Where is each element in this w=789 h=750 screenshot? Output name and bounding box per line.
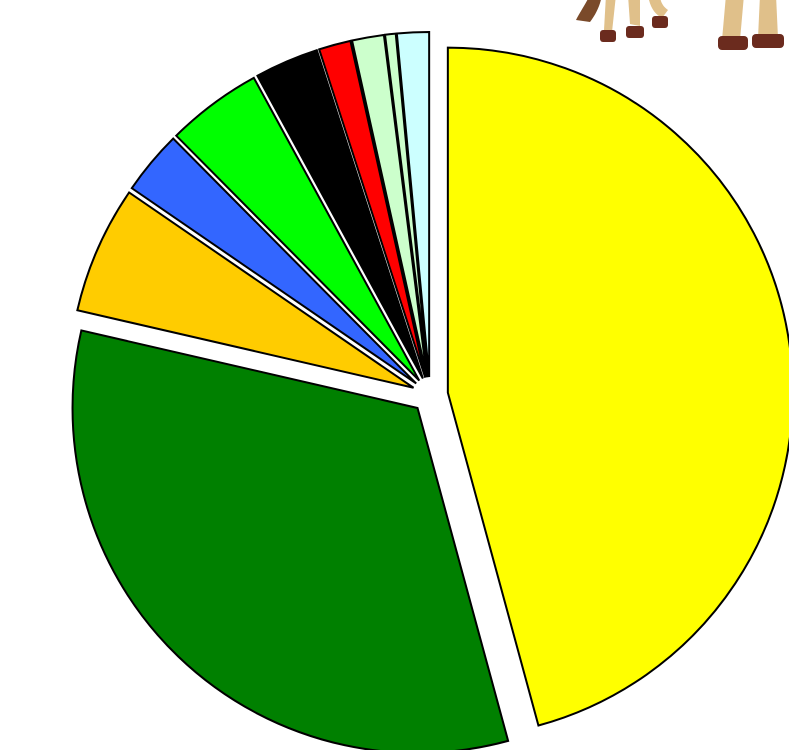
pie-slice-7 <box>317 39 427 378</box>
pie-slice-8 <box>350 33 428 378</box>
pie-slice-3 <box>76 191 415 389</box>
pie-slice-4 <box>130 137 417 385</box>
pie-slice-6 <box>256 48 424 379</box>
pie-slice-2 <box>71 329 510 750</box>
camel-legs-clipart-icon <box>576 0 784 50</box>
pie-slice-10 <box>395 31 431 378</box>
pie-slice-9 <box>383 32 430 378</box>
pie-slices <box>71 31 789 750</box>
pie-slice-1 <box>446 46 789 727</box>
pie-slice-5 <box>174 76 421 382</box>
